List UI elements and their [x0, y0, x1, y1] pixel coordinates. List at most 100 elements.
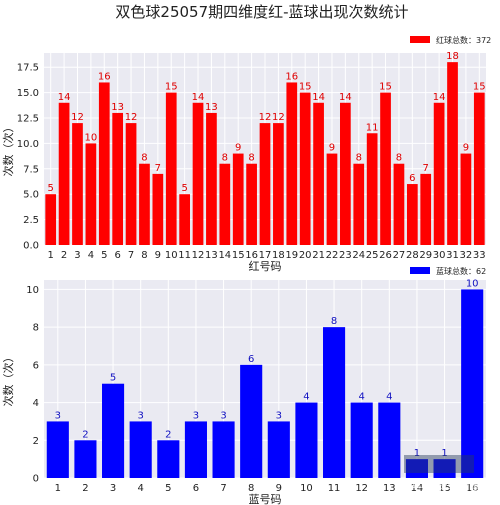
bar: [295, 402, 318, 478]
bar: [473, 92, 485, 245]
bar-value-label: 9: [329, 143, 335, 154]
bar: [184, 421, 207, 478]
x-tick-label: 18: [272, 250, 285, 261]
red-ball-panel: 0.02.55.07.510.012.515.017.5511421231041…: [1, 35, 491, 273]
bar: [58, 102, 70, 246]
x-tick-label: 30: [433, 250, 446, 261]
bar: [240, 364, 263, 478]
bar-value-label: 8: [141, 153, 147, 164]
bar-value-label: 4: [303, 392, 309, 403]
bar: [165, 92, 177, 245]
x-tick-label: 10: [300, 483, 313, 494]
bar-value-label: 8: [248, 153, 254, 164]
y-tick-label: 2: [33, 436, 39, 447]
bar: [433, 102, 445, 246]
x-axis-label: 蓝号码: [249, 493, 282, 505]
bar-value-label: 10: [466, 278, 479, 289]
bar: [286, 82, 298, 245]
x-tick-label: 5: [101, 250, 107, 261]
bar: [366, 133, 378, 245]
bar: [273, 123, 284, 245]
bar-value-label: 12: [259, 112, 272, 123]
x-tick-label: 27: [393, 250, 406, 261]
bar-value-label: 14: [433, 92, 446, 103]
x-tick-label: 32: [460, 250, 473, 261]
x-tick-label: 33: [473, 250, 486, 261]
bar-value-label: 15: [165, 82, 178, 93]
bar-value-label: 12: [272, 112, 285, 123]
x-tick-label: 24: [352, 250, 365, 261]
bar-value-label: 11: [366, 122, 379, 133]
x-tick-label: 11: [328, 483, 341, 494]
bar: [212, 421, 235, 478]
x-tick-label: 1: [55, 483, 61, 494]
bar: [179, 194, 190, 245]
bar: [299, 92, 311, 245]
bar-value-label: 8: [356, 153, 362, 164]
bar-value-label: 3: [138, 410, 144, 421]
bar: [232, 153, 244, 245]
x-tick-label: 23: [339, 250, 352, 261]
bar-value-label: 5: [110, 373, 116, 384]
y-tick-label: 4: [33, 398, 39, 409]
y-tick-label: 0: [33, 474, 39, 485]
bar-value-label: 9: [235, 143, 241, 154]
x-tick-label: 7: [220, 483, 226, 494]
bar-value-label: 10: [85, 132, 98, 143]
x-tick-label: 13: [205, 250, 218, 261]
x-tick-label: 8: [248, 483, 254, 494]
x-tick-label: 13: [383, 483, 396, 494]
bar: [192, 102, 204, 246]
bar-value-label: 8: [331, 316, 337, 327]
bar: [129, 421, 152, 478]
x-tick-label: 20: [299, 250, 312, 261]
y-tick-label: 2.5: [23, 215, 39, 226]
bar-value-label: 4: [359, 392, 365, 403]
blue-ball-panel: 0246810312253342536376839410811412413114…: [1, 266, 486, 505]
x-tick-label: 10: [165, 250, 178, 261]
x-tick-label: 16: [466, 483, 479, 494]
bar: [326, 153, 338, 245]
x-tick-label: 31: [446, 250, 459, 261]
x-tick-label: 3: [74, 250, 80, 261]
legend-swatch: [410, 36, 430, 43]
bar-value-label: 7: [423, 163, 429, 174]
bar-value-label: 6: [409, 173, 415, 184]
x-tick-label: 8: [141, 250, 147, 261]
bar-value-label: 2: [82, 429, 88, 440]
legend-label: 红球总数：372: [436, 35, 491, 45]
x-tick-label: 2: [82, 483, 88, 494]
bar-value-label: 18: [446, 51, 459, 62]
bar: [206, 112, 217, 245]
x-tick-label: 19: [285, 250, 298, 261]
bar-value-label: 1: [441, 448, 447, 459]
bar: [45, 194, 57, 245]
x-tick-label: 21: [312, 250, 325, 261]
bar-value-label: 3: [220, 410, 226, 421]
y-axis-label: 次数（次）: [1, 352, 15, 407]
y-tick-label: 17.5: [17, 63, 39, 74]
bar: [433, 459, 456, 478]
bar-value-label: 8: [222, 153, 228, 164]
x-tick-label: 15: [438, 483, 451, 494]
bar-value-label: 4: [386, 392, 392, 403]
bar: [447, 62, 458, 246]
bar: [112, 112, 124, 245]
x-tick-label: 12: [355, 483, 368, 494]
bar: [46, 421, 69, 478]
legend-label: 蓝球总数：62: [436, 266, 486, 276]
y-axis-label: 次数（次）: [1, 122, 15, 177]
bar-value-label: 14: [339, 92, 352, 103]
bar-value-label: 13: [205, 102, 218, 113]
bar-value-label: 9: [463, 143, 469, 154]
bar: [72, 123, 83, 245]
bar-value-label: 3: [55, 410, 61, 421]
x-tick-label: 11: [178, 250, 191, 261]
bar-value-label: 13: [111, 102, 124, 113]
bar: [267, 421, 290, 478]
x-tick-label: 3: [110, 483, 116, 494]
watermark-text: 知乎 @数学故事: [400, 480, 481, 494]
bar: [246, 163, 257, 245]
